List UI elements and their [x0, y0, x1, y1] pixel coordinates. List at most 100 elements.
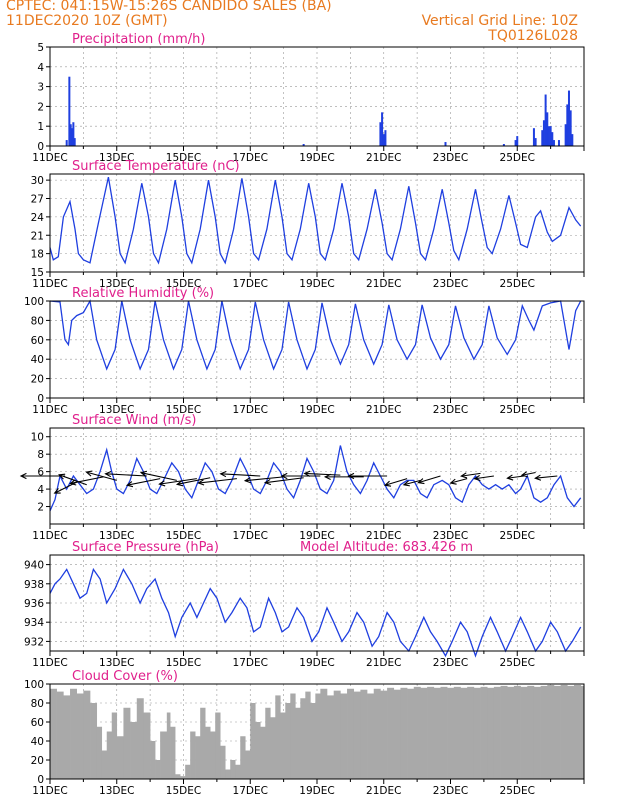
y-tick-label: 940: [24, 560, 44, 572]
cloud-cover-bar: [90, 703, 98, 779]
x-tick-label: 19DEC: [299, 657, 334, 669]
x-tick-label: 19DEC: [299, 404, 334, 416]
precip-bar: [546, 112, 549, 146]
cloud-cover-bar: [143, 712, 151, 779]
cloud-cover-bar: [460, 687, 468, 779]
x-tick-label: 25DEC: [500, 152, 535, 164]
cloud-cover-bar: [310, 703, 316, 779]
x-tick-label: 13DEC: [99, 657, 134, 669]
wind-arrow: [139, 470, 177, 481]
wind-arrow: [263, 477, 304, 486]
y-tick-label: 934: [24, 617, 44, 629]
cloud-cover-bar: [447, 687, 455, 779]
precip-bar: [569, 110, 572, 146]
rh-panel: 0 20 40 60 80 100 11DEC 13DEC 15DEC 17DEC 19DEC 21D…: [24, 286, 585, 416]
cloud-cover-bar: [493, 686, 501, 779]
cloud-cover-bar: [270, 717, 276, 779]
x-tick-label: 19DEC: [299, 530, 334, 542]
wind-arrow: [520, 471, 536, 478]
precip-bar: [542, 120, 545, 146]
precip-title: Precipitation (mm/h): [72, 32, 205, 47]
precip-bar: [384, 130, 387, 146]
model-altitude-label: Model Altitude: 683.426 m: [300, 540, 473, 555]
wind-arrow: [303, 470, 341, 477]
wind-arrow: [402, 479, 421, 487]
temp-series-line: [49, 176, 582, 265]
cloud-cover-bar: [413, 686, 421, 779]
cloud-cover-bar: [111, 712, 118, 779]
cloud-cover-bar: [487, 687, 495, 779]
precip-bar: [564, 124, 567, 146]
y-tick-label: 60: [31, 335, 44, 347]
x-tick-label: 25DEC: [500, 404, 535, 416]
precip-bar: [549, 126, 552, 146]
pressure-frame: [49, 554, 585, 652]
x-tick-label: 13DEC: [99, 530, 134, 542]
y-tick-label: 1: [37, 121, 44, 133]
cloud-cover-bar: [275, 695, 281, 779]
cloud-cover-bar: [160, 731, 168, 779]
y-tick-label: 4: [37, 62, 44, 74]
x-tick-label: 23DEC: [433, 785, 468, 797]
cloud-cover-bar: [230, 760, 236, 779]
y-tick-label: 18: [31, 249, 44, 261]
rh-title: Relative Humidity (%): [72, 286, 214, 301]
x-tick-label: 11DEC: [32, 530, 67, 542]
x-tick-label: 13DEC: [99, 152, 134, 164]
precip-bar: [534, 138, 537, 146]
cloud-cover-bar: [215, 712, 221, 779]
y-tick-label: 100: [24, 296, 44, 308]
y-tick-label: 21: [31, 230, 44, 242]
precip-bar: [547, 126, 550, 146]
temp-title: Surface Temperature (nC): [72, 159, 240, 174]
cloud-cover-bar: [185, 764, 191, 779]
cloud-cover-bar: [420, 687, 428, 779]
precip-bar: [544, 94, 547, 146]
y-tick-label: 4: [37, 484, 44, 496]
pressure-panel: 932 934 936 938 940 11DEC 13DEC 15DEC 17DEC 19DEC…: [24, 540, 585, 669]
x-tick-label: 25DEC: [500, 785, 535, 797]
y-tick-label: 100: [24, 679, 44, 691]
precip-bar: [69, 124, 72, 146]
x-tick-label: 17DEC: [233, 530, 268, 542]
x-tick-label: 17DEC: [233, 785, 268, 797]
wind-title: Surface Wind (m/s): [72, 413, 196, 428]
y-tick-label: 938: [24, 579, 44, 591]
x-tick-label: 11DEC: [32, 404, 67, 416]
precip-bar: [551, 132, 554, 146]
x-tick-label: 21DEC: [366, 152, 401, 164]
cloud-cover-bar: [210, 731, 216, 779]
cloud-cover-bar: [320, 688, 328, 779]
x-tick-label: 21DEC: [366, 657, 401, 669]
cloud-panel: 0 20 40 60 80 100 11DEC 13DEC 15DEC 17DEC 19DEC 21D…: [24, 669, 585, 797]
y-tick-label: 2: [37, 502, 44, 514]
wind-arrow: [175, 477, 211, 487]
x-tick-label: 25DEC: [500, 278, 535, 290]
precip-bar: [567, 90, 570, 146]
cloud-cover-bar: [225, 769, 231, 779]
cloud-cover-bar: [407, 688, 415, 779]
y-tick-label: 27: [31, 194, 44, 206]
cloud-cover-bar: [547, 684, 555, 779]
rh-frame: [49, 300, 585, 399]
wind-arrow: [449, 478, 468, 485]
precip-bar: [382, 134, 385, 146]
wind-arrow: [58, 473, 87, 486]
x-tick-label: 17DEC: [233, 404, 268, 416]
precip-bar: [68, 76, 71, 146]
x-tick-label: 19DEC: [299, 785, 334, 797]
cloud-cover-bar: [513, 685, 521, 779]
x-tick-label: 17DEC: [233, 278, 268, 290]
x-tick-label: 21DEC: [366, 278, 401, 290]
y-tick-label: 30: [31, 175, 44, 187]
cloud-cover-bar: [250, 703, 256, 779]
cloud-cover-bar: [373, 688, 381, 779]
x-tick-label: 21DEC: [366, 404, 401, 416]
wind-arrow: [197, 478, 237, 486]
cloud-cover-bar: [300, 698, 306, 779]
wind-arrow: [19, 472, 66, 480]
y-tick-label: 80: [31, 315, 44, 327]
wind-arrow: [506, 474, 524, 481]
cloud-cover-bar: [260, 726, 266, 779]
cloud-cover-bar: [315, 693, 321, 779]
